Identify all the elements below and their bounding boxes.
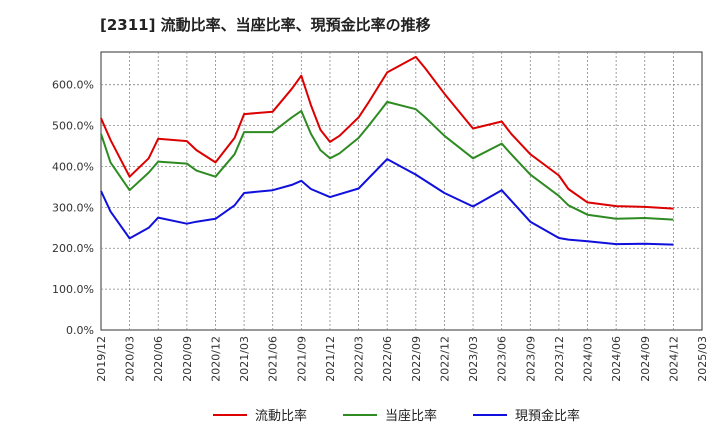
legend-label: 当座比率 bbox=[385, 408, 437, 424]
x-tick-label: 2021/12 bbox=[324, 336, 337, 382]
x-tick-label: 2023/03 bbox=[467, 336, 480, 382]
legend: 流動比率 当座比率 現預金比率 bbox=[213, 408, 580, 424]
y-tick-label: 200.0% bbox=[52, 242, 94, 255]
x-tick-label: 2020/12 bbox=[209, 336, 222, 382]
x-tick-label: 2021/06 bbox=[267, 336, 280, 382]
x-axis-ticks: 2019/12 2020/03 2020/06 2020/09 2020/12 2021/… bbox=[95, 336, 709, 382]
x-tick-label: 2020/03 bbox=[124, 336, 137, 382]
x-tick-label: 2023/12 bbox=[553, 336, 566, 382]
series-line bbox=[100, 100, 674, 221]
series-line bbox=[100, 55, 674, 210]
x-tick-label: 2024/09 bbox=[639, 336, 652, 382]
x-tick-label: 2020/06 bbox=[152, 336, 165, 382]
legend-label: 現預金比率 bbox=[515, 408, 580, 424]
x-tick-label: 2023/09 bbox=[524, 336, 537, 382]
y-tick-label: 0.0% bbox=[66, 324, 94, 337]
x-tick-label: 2022/09 bbox=[410, 336, 423, 382]
legend-label: 流動比率 bbox=[255, 408, 307, 424]
plot-area bbox=[100, 51, 703, 331]
x-tick-label: 2021/03 bbox=[238, 336, 251, 382]
x-tick-label: 2020/09 bbox=[181, 336, 194, 382]
y-tick-label: 600.0% bbox=[52, 79, 94, 92]
x-tick-label: 2022/12 bbox=[438, 336, 451, 382]
x-tick-label: 2022/03 bbox=[353, 336, 366, 382]
x-tick-label: 2023/06 bbox=[496, 336, 509, 382]
x-tick-label: 2024/12 bbox=[667, 336, 680, 382]
y-tick-label: 400.0% bbox=[52, 160, 94, 173]
x-tick-label: 2024/03 bbox=[582, 336, 595, 382]
x-tick-label: 2022/06 bbox=[381, 336, 394, 382]
y-tick-label: 100.0% bbox=[52, 283, 94, 296]
y-tick-label: 500.0% bbox=[52, 120, 94, 133]
x-tick-label: 2025/03 bbox=[696, 336, 709, 382]
chart-title: [2311] 流動比率、当座比率、現預金比率の推移 bbox=[100, 16, 431, 34]
x-tick-label: 2024/06 bbox=[610, 336, 623, 382]
y-tick-label: 300.0% bbox=[52, 201, 94, 214]
series-line bbox=[100, 158, 674, 246]
series-lines bbox=[100, 55, 674, 246]
x-tick-label: 2021/09 bbox=[295, 336, 308, 382]
y-axis-ticks: 0.0% 100.0% 200.0% 300.0% 400.0% 500.0% 600.0% bbox=[52, 79, 94, 337]
x-tick-label: 2019/12 bbox=[95, 336, 108, 382]
